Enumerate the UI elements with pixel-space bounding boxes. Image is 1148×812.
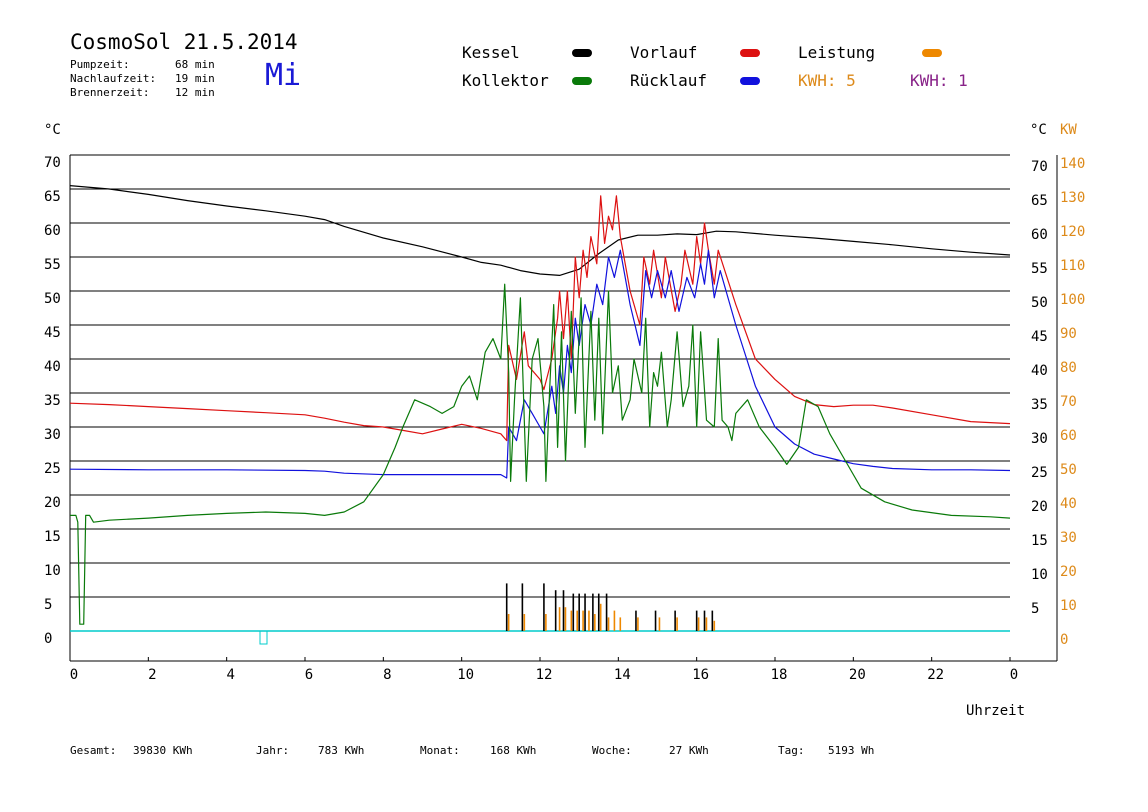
total-tag-value: 5193 Wh [828,744,875,757]
y-kw-tick: 90 [1060,326,1077,342]
info-pumpzeit-label: Pumpzeit: [70,58,130,71]
y-right-tick: 50 [1031,295,1048,311]
y-kw-tick: 30 [1060,530,1077,546]
x-tick: 0 [1010,667,1018,683]
series-kessel [69,185,1011,276]
y-right-tick: 35 [1031,397,1048,413]
y-left-tick: 40 [44,359,61,375]
y-right-tick: 65 [1031,193,1048,209]
y-kw-unit: KW [1060,122,1077,138]
y-left-tick: 20 [44,495,61,511]
legend-vorlauf-swatch [740,49,760,57]
info-pumpzeit-value: 68 min [175,58,215,71]
y-kw-tick: 80 [1060,360,1077,376]
total-jahr-label: Jahr: [256,744,290,757]
y-right-tick: 60 [1031,227,1048,243]
y-left-tick: 10 [44,563,61,579]
total-gesamt-value: 39830 KWh [133,744,193,757]
y-kw-tick: 10 [1060,598,1077,614]
y-left-tick: 35 [44,393,61,409]
total-woche-value: 27 KWh [669,744,709,757]
x-tick: 6 [305,667,313,683]
y-left-tick: 70 [44,155,61,171]
chart-title: CosmoSol 21.5.2014 [70,30,298,54]
y-kw-tick: 70 [1060,394,1077,410]
y-right-tick: 40 [1031,363,1048,379]
y-kw-tick: 60 [1060,428,1077,444]
y-left-unit: °C [44,122,61,138]
series-vorlauf [69,195,1011,442]
y-right-tick: 20 [1031,499,1048,515]
x-tick: 14 [614,667,631,683]
y-right-tick: 15 [1031,533,1048,549]
y-kw-tick: 40 [1060,496,1077,512]
y-right-tick: 10 [1031,567,1048,583]
y-left-tick: 45 [44,325,61,341]
x-tick: 22 [927,667,944,683]
y-right-unit: °C [1030,122,1047,138]
y-kw-tick: 50 [1060,462,1077,478]
y-kw-tick: 110 [1060,258,1085,274]
y-left-tick: 50 [44,291,61,307]
y-kw-tick: 140 [1060,156,1085,172]
y-right-tick: 25 [1031,465,1048,481]
legend-kessel-swatch [572,49,592,57]
legend-kwh-purple: KWH: 1 [910,71,968,90]
y-left-tick: 5 [44,597,52,613]
legend-kwh-orange: KWH: 5 [798,71,856,90]
baseline-marker [259,630,268,645]
y-kw-tick: 100 [1060,292,1085,308]
x-tick: 4 [226,667,234,683]
y-left-tick: 65 [44,189,61,205]
y-kw-tick: 130 [1060,190,1085,206]
x-tick: 20 [849,667,866,683]
y-right-tick: 45 [1031,329,1048,345]
x-tick: 0 [70,667,78,683]
x-axis-label: Uhrzeit [966,703,1025,719]
total-monat-value: 168 KWh [490,744,537,757]
legend-kollektor-label: Kollektor [462,71,549,90]
series-rcklauf [69,249,1011,479]
total-tag-label: Tag: [778,744,805,757]
info-nachlaufzeit-label: Nachlaufzeit: [70,72,157,85]
y-kw-tick: 120 [1060,224,1085,240]
legend-kessel-label: Kessel [462,43,520,62]
legend-vorlauf-label: Vorlauf [630,43,698,62]
y-right-tick: 70 [1031,159,1048,175]
x-tick: 10 [457,667,474,683]
total-monat-label: Monat: [420,744,460,757]
total-jahr-value: 783 KWh [318,744,365,757]
y-kw-tick: 20 [1060,564,1077,580]
legend-leistung-swatch [922,49,942,57]
info-brennerzeit-value: 12 min [175,86,215,99]
legend-ruecklauf-label: Rücklauf [630,71,708,90]
x-tick: 2 [148,667,156,683]
y-left-tick: 30 [44,427,61,443]
info-nachlaufzeit-value: 19 min [175,72,215,85]
legend-leistung-label: Leistung [798,43,876,62]
x-tick: 16 [692,667,709,683]
y-kw-tick: 0 [1060,632,1068,648]
legend-ruecklauf-swatch [740,77,760,85]
x-tick: 18 [771,667,788,683]
x-tick: 12 [536,667,553,683]
y-right-tick: 30 [1031,431,1048,447]
x-tick: 8 [383,667,391,683]
total-gesamt-label: Gesamt: [70,744,117,757]
legend-kollektor-swatch [572,77,592,85]
total-woche-label: Woche: [592,744,632,757]
y-right-tick: 5 [1031,601,1039,617]
y-left-tick: 55 [44,257,61,273]
y-left-tick: 0 [44,631,52,647]
y-left-tick: 25 [44,461,61,477]
y-right-tick: 55 [1031,261,1048,277]
series-kollektor [70,283,1011,625]
weekday-label: Mi [265,58,302,93]
info-brennerzeit-label: Brennerzeit: [70,86,150,99]
y-left-tick: 60 [44,223,61,239]
y-left-tick: 15 [44,529,61,545]
